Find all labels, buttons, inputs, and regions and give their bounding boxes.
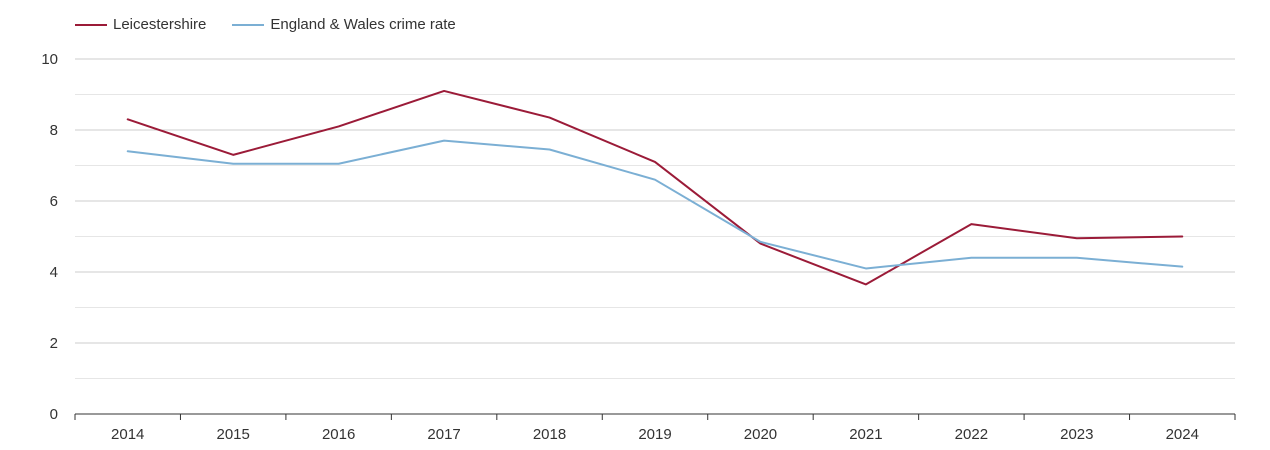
- series-line-england-wales-crime-rate[interactable]: [126, 139, 1184, 270]
- y-tick-label: 4: [50, 264, 58, 281]
- legend-swatch-leicestershire: [75, 23, 107, 26]
- data-point[interactable]: [439, 136, 449, 146]
- x-tick-label: 2015: [216, 426, 249, 443]
- data-point[interactable]: [123, 114, 133, 124]
- data-point[interactable]: [123, 146, 133, 156]
- data-point[interactable]: [334, 159, 344, 169]
- y-tick-label: 10: [41, 51, 58, 68]
- x-tick-label: 2024: [1166, 426, 1199, 443]
- data-point[interactable]: [228, 159, 238, 169]
- data-point[interactable]: [228, 150, 238, 160]
- y-tick-label: 8: [50, 122, 58, 139]
- data-point[interactable]: [966, 253, 976, 263]
- grid-lines: [75, 58, 1235, 379]
- x-tick-label: 2018: [533, 426, 566, 443]
- data-point[interactable]: [545, 145, 555, 155]
- data-point[interactable]: [861, 279, 871, 289]
- x-tick-label: 2021: [849, 426, 882, 443]
- data-point[interactable]: [1177, 232, 1187, 242]
- data-point[interactable]: [966, 219, 976, 229]
- legend-swatch-england-wales: [232, 23, 265, 26]
- legend-item-leicestershire[interactable]: Leicestershire: [75, 16, 206, 33]
- x-tick-label: 2020: [744, 426, 777, 443]
- data-point[interactable]: [334, 121, 344, 131]
- data-point[interactable]: [1072, 253, 1082, 263]
- series-line-leicestershire[interactable]: [126, 89, 1184, 286]
- data-point[interactable]: [1072, 233, 1082, 243]
- legend-label-england-wales: England & Wales crime rate: [270, 16, 456, 33]
- data-point[interactable]: [755, 237, 765, 247]
- x-tick-label: 2016: [322, 426, 355, 443]
- legend-label-leicestershire: Leicestershire: [113, 16, 207, 33]
- data-point[interactable]: [545, 113, 555, 123]
- x-tick-label: 2019: [638, 426, 671, 443]
- legend-item-england-wales[interactable]: England & Wales crime rate: [232, 16, 456, 33]
- axes: 2014 2015 2016 2017 2018 2019 2020 2021 2022 2023…: [41, 51, 1236, 443]
- x-tick-label: 2017: [427, 426, 460, 443]
- legend: Leicestershire England & Wales crime rat…: [75, 16, 482, 33]
- y-tick-label: 6: [50, 193, 58, 210]
- y-tick-label: 0: [50, 406, 58, 423]
- series-lines: [123, 86, 1187, 289]
- x-tick-label: 2014: [111, 426, 144, 443]
- data-point[interactable]: [650, 157, 660, 167]
- y-tick-label: 2: [50, 335, 58, 352]
- data-point[interactable]: [1177, 262, 1187, 272]
- x-tick-label: 2023: [1060, 426, 1093, 443]
- data-point[interactable]: [861, 263, 871, 273]
- data-point[interactable]: [650, 175, 660, 185]
- data-point[interactable]: [439, 86, 449, 96]
- x-tick-label: 2022: [955, 426, 988, 443]
